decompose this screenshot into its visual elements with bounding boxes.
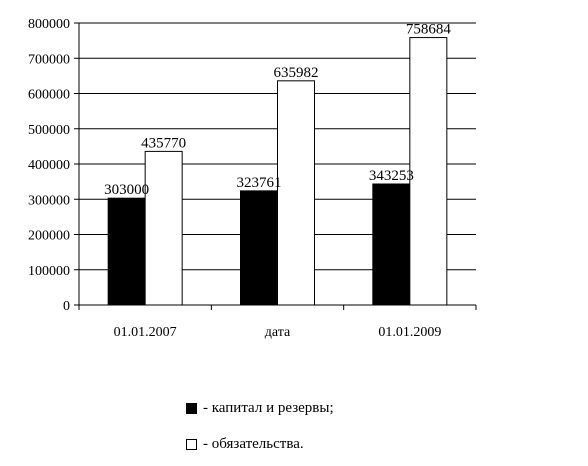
x-tick-label: 01.01.2009 [378, 325, 441, 340]
y-tick-label: 400000 [28, 158, 70, 173]
legend-item-liabilities: - обязательства. [186, 435, 304, 453]
bar-capital [240, 190, 278, 306]
data-label: 323761 [237, 175, 282, 191]
data-label: 758684 [406, 22, 452, 38]
bar-liabilities [144, 150, 183, 306]
data-label: 635982 [274, 65, 319, 81]
legend-label-liabilities: - обязательства. [203, 436, 304, 452]
y-tick-label: 200000 [28, 229, 70, 244]
y-tick-label: 300000 [28, 193, 70, 208]
legend-item-capital: - капитал и резервы; [186, 399, 334, 417]
data-label: 343253 [369, 168, 414, 184]
y-tick-label: 600000 [28, 88, 70, 103]
bars [107, 37, 448, 306]
bar-liabilities [409, 37, 448, 306]
y-tick-label: 800000 [28, 17, 70, 32]
y-tick-label: 700000 [28, 52, 70, 67]
data-label: 303000 [104, 182, 149, 198]
bar-capital [372, 183, 411, 306]
y-tick-label: 500000 [28, 123, 70, 138]
legend-label-capital: - капитал и резервы; [203, 400, 334, 416]
axes [74, 22, 477, 310]
legend-swatch-capital [186, 402, 197, 414]
data-label: 435770 [141, 135, 186, 151]
labels: 0 100000 200000 300000 400000 500000 600000 700… [28, 17, 451, 340]
y-tick-label: 100000 [28, 264, 70, 279]
legend-swatch-liabilities [186, 438, 197, 450]
x-tick-label: дата [265, 325, 291, 340]
x-tick-label: 01.01.2007 [114, 325, 177, 340]
bar-liabilities [277, 80, 315, 306]
bar-capital [107, 197, 146, 306]
y-tick-label: 0 [63, 299, 70, 314]
